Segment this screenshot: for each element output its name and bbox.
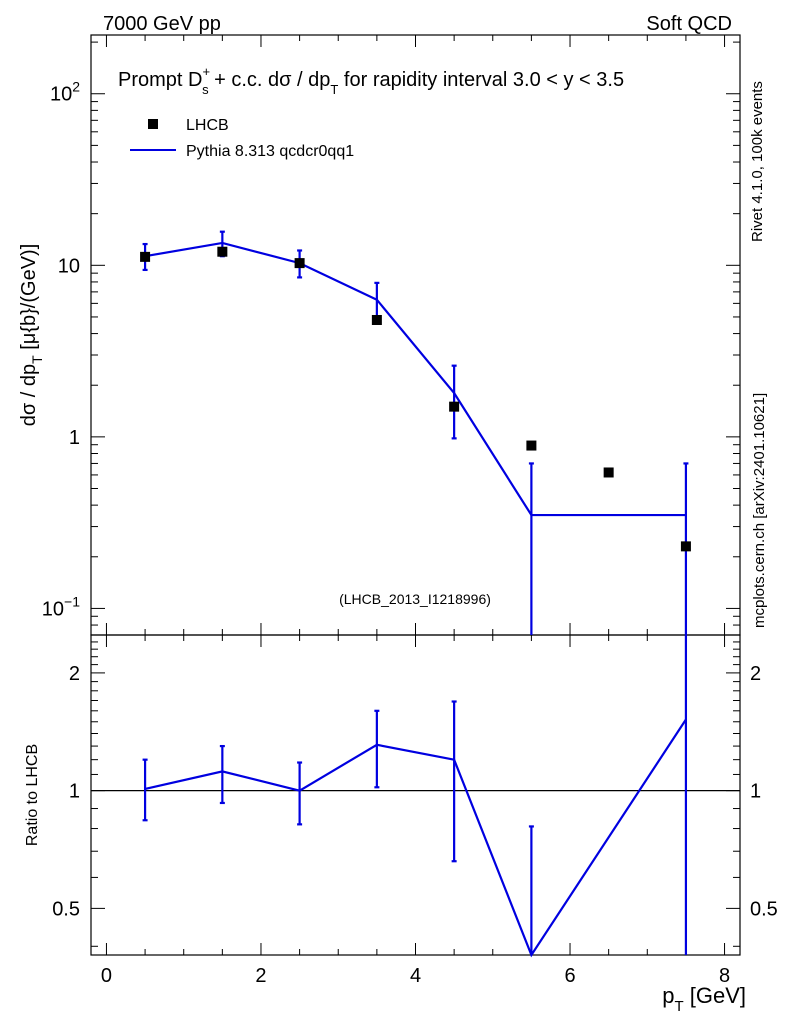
title-suffix: for rapidity interval 3.0 < y < 3.5 — [338, 69, 624, 91]
chart-title: Prompt D+ s + c.c. dσ / dpT for rapidity … — [118, 64, 624, 97]
lhcb-data-point — [217, 246, 228, 257]
ratio-frame: 0 2 4 6 8 2 2 1 1 0.5 0.5 — [52, 634, 778, 987]
lhcb-data-point — [526, 440, 537, 451]
ratio-y-tick-label: 1 — [69, 781, 80, 803]
lhcb-data-point — [294, 258, 305, 269]
title-sub: s — [202, 82, 209, 97]
y-tick-label: 10 — [58, 255, 80, 277]
ratio-plot-marks — [142, 635, 688, 958]
header-left: 7000 GeV pp — [103, 13, 221, 35]
ratio-y-tick-label-right: 2 — [750, 663, 761, 685]
x-tick-label: 6 — [564, 965, 575, 987]
legend-data-marker — [148, 119, 158, 129]
main-ylabel: dσ / dpT [μ{b}/(GeV)] — [18, 244, 45, 427]
main-ylabel-sub: T — [29, 355, 45, 364]
y-tick-label-exponent: 2 — [72, 79, 80, 95]
y-tick-label-exponent: −1 — [64, 593, 80, 609]
x-tick-label: 4 — [410, 965, 421, 987]
y-tick-label: 1 — [69, 427, 80, 449]
y-tick-label: 102 — [50, 79, 80, 106]
header-right: Soft QCD — [646, 13, 732, 35]
main-plot-marks — [140, 230, 691, 635]
legend: LHCB Pythia 8.313 qcdcr0qq1 — [130, 117, 354, 160]
ratio-y-tick-label: 0.5 — [52, 898, 80, 920]
legend-mc-label: Pythia 8.313 qcdcr0qq1 — [186, 143, 354, 160]
x-tick-label: 2 — [255, 965, 266, 987]
lhcb-data-point — [449, 401, 460, 412]
main-ylabel-main: dσ / dp — [18, 364, 40, 426]
x-tick-label: 0 — [101, 965, 112, 987]
legend-data-label: LHCB — [186, 117, 229, 134]
y-tick-label-base: 10 — [50, 84, 72, 106]
ratio-y-tick-label-right: 1 — [750, 781, 761, 803]
main-ylabel-unit: [μ{b}/(GeV)] — [18, 244, 40, 356]
title-sub2: T — [330, 82, 338, 97]
lhcb-data-point — [680, 541, 691, 552]
title-middle: + c.c. dσ / dp — [209, 69, 331, 91]
ratio-plot-border — [90, 634, 741, 956]
xlabel-sub: T — [674, 998, 683, 1015]
ratio-y-tick-label: 2 — [69, 663, 80, 685]
lhcb-data-point — [603, 467, 614, 478]
ratio-series-line — [144, 718, 687, 958]
x-tick-label: 8 — [719, 965, 730, 987]
ratio-ylabel: Ratio to LHCB — [24, 744, 41, 846]
analysis-annotation: (LHCB_2013_I1218996) — [339, 591, 491, 607]
title-sup: + — [202, 64, 210, 79]
mcplots-label: mcplots.cern.ch [arXiv:2401.10621] — [751, 393, 768, 628]
lhcb-data-point — [140, 251, 151, 262]
rivet-label: Rivet 4.1.0, 100k events — [749, 81, 766, 242]
ratio-y-tick-label-right: 0.5 — [750, 898, 778, 920]
title-prefix: Prompt D — [118, 69, 202, 91]
xlabel: pT [GeV] — [662, 983, 746, 1015]
xlabel-unit: [GeV] — [684, 983, 746, 1008]
xlabel-main: p — [662, 983, 674, 1008]
y-tick-label-base: 10 — [42, 598, 64, 620]
y-tick-label: 10−1 — [42, 593, 80, 620]
lhcb-data-point — [371, 314, 382, 325]
